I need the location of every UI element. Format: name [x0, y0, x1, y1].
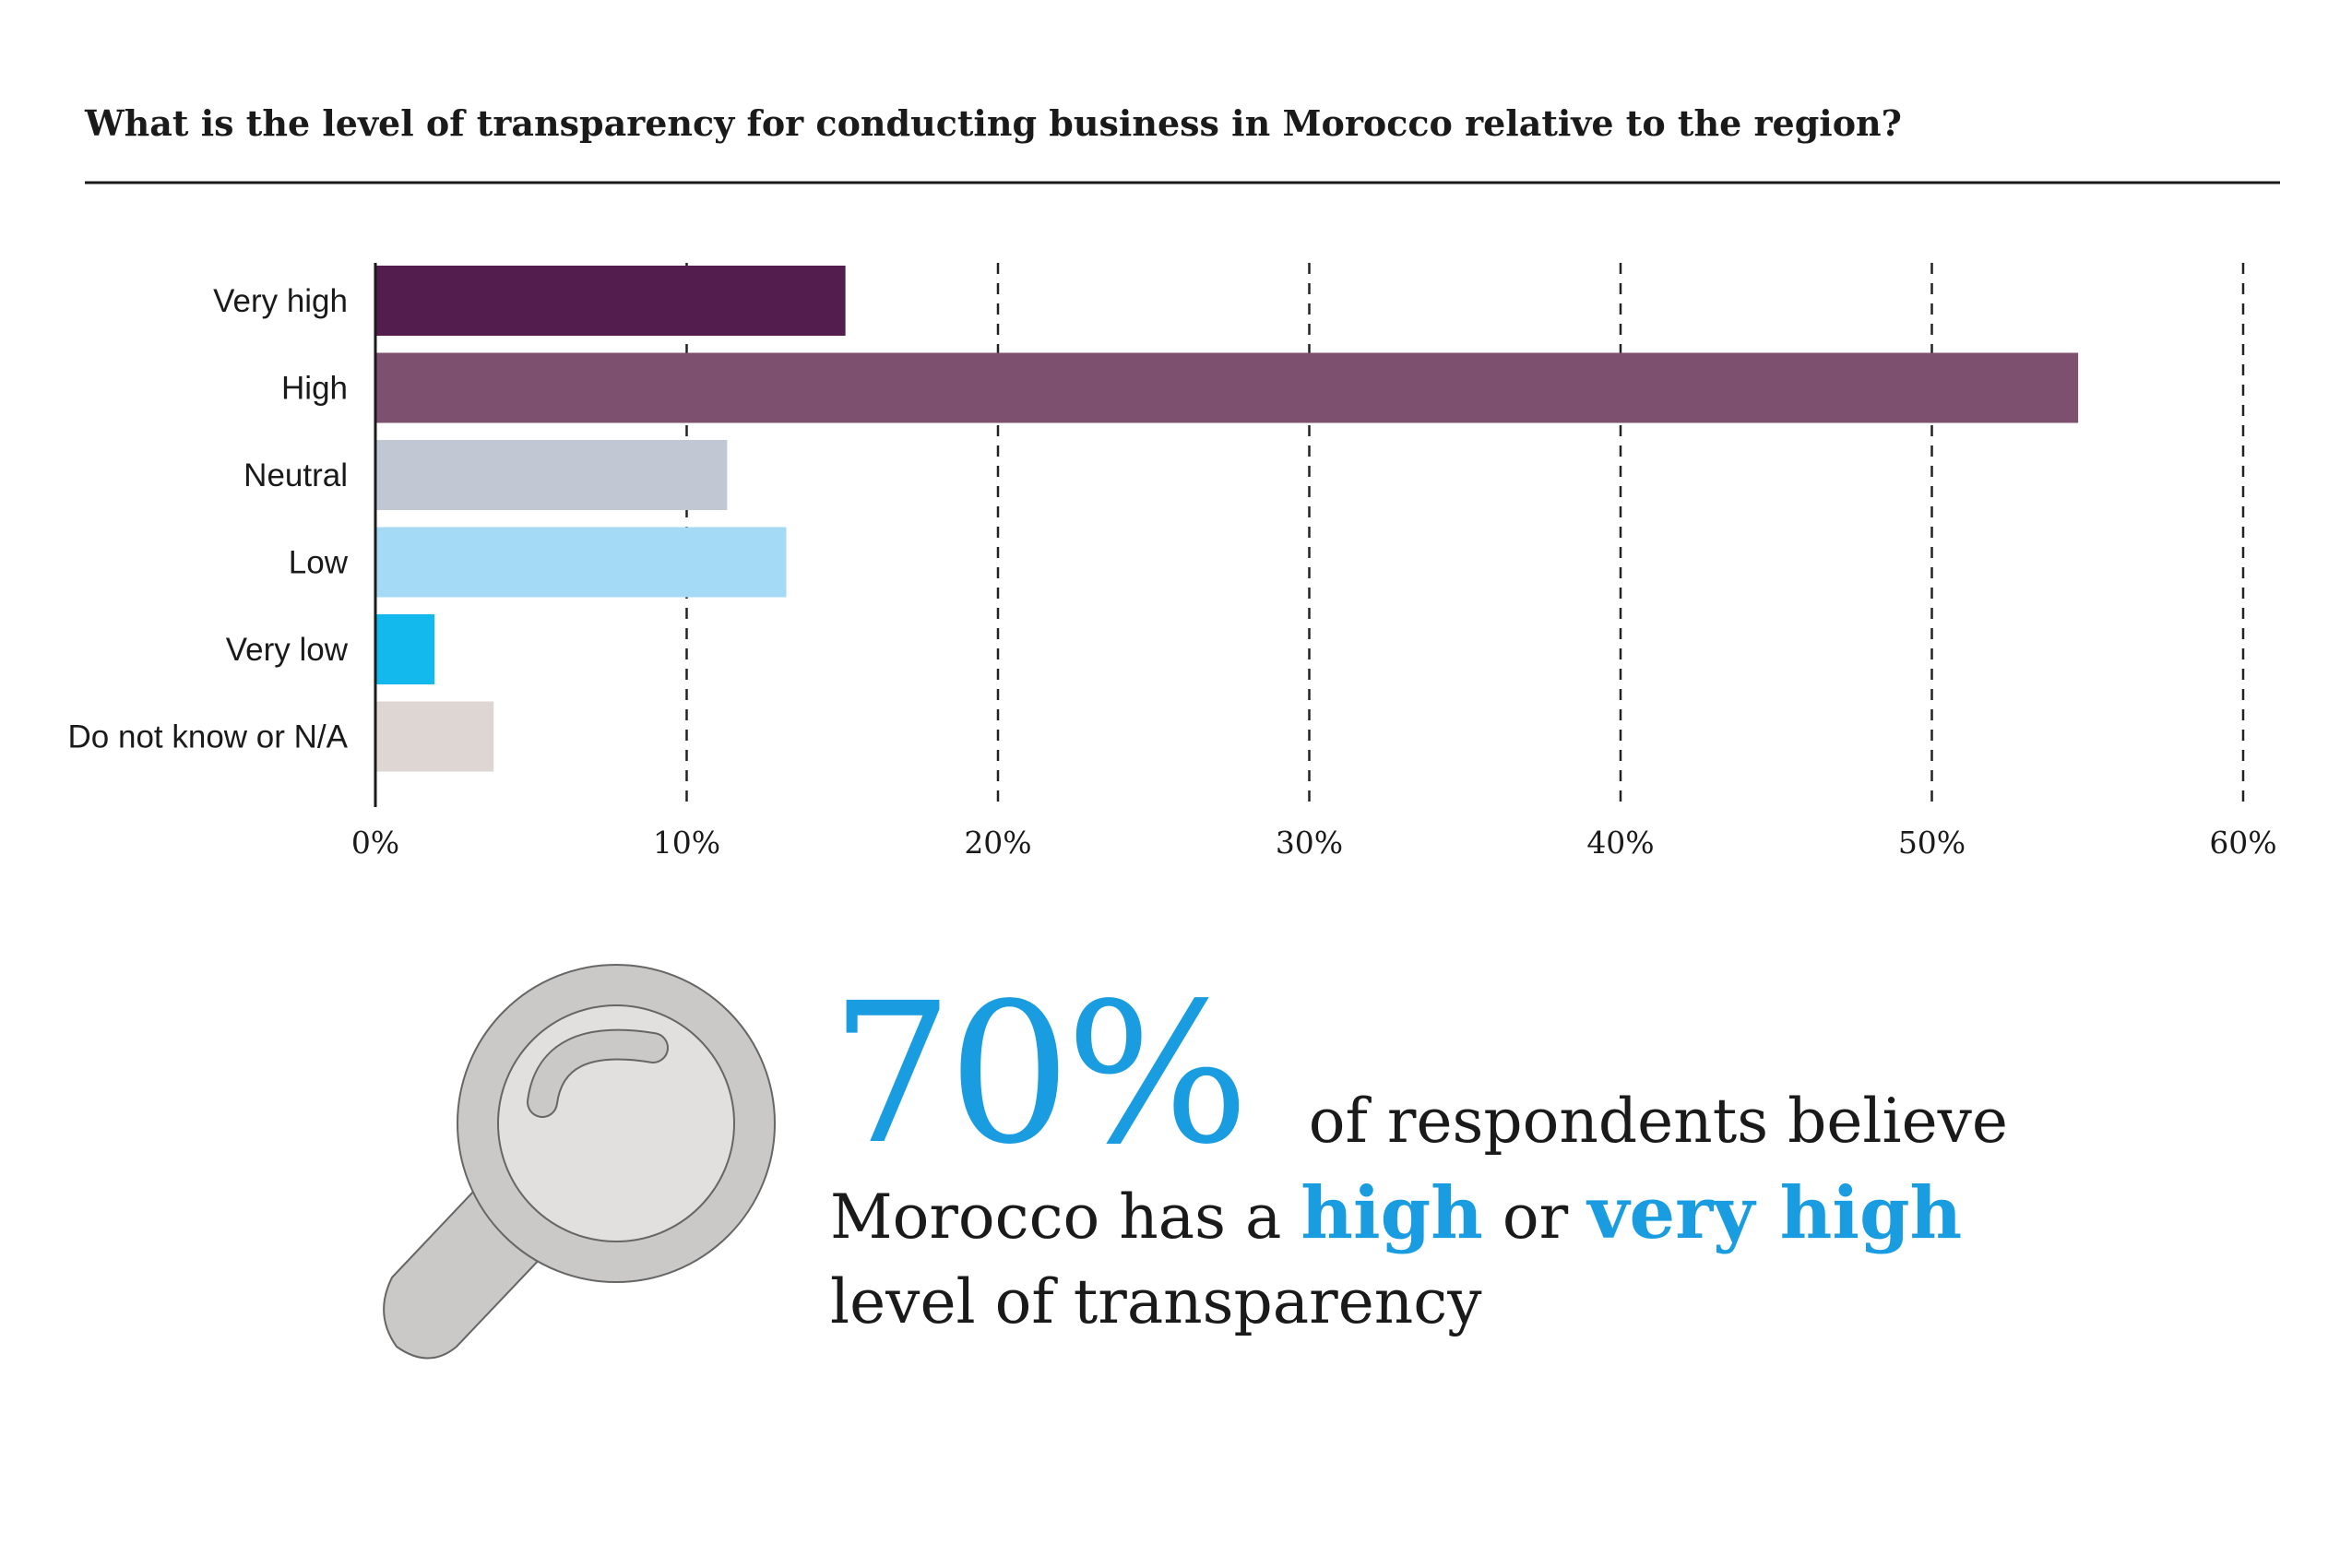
x-tick-label: 40% — [1586, 825, 1654, 861]
category-label: Neutral — [243, 457, 348, 493]
callout-highlight-very-high: very high — [1587, 1171, 1963, 1255]
callout-line1: of respondents believe — [1308, 1086, 2008, 1157]
callout-or: or — [1482, 1182, 1588, 1253]
callout-text: 70% of respondents believe Morocco has a… — [830, 968, 2214, 1345]
callout-highlight-high: high — [1301, 1171, 1483, 1255]
x-tick-label: 10% — [653, 825, 720, 861]
bar — [375, 527, 787, 598]
callout-stat: 70% — [830, 961, 1250, 1187]
bar — [375, 352, 2079, 423]
x-tick-label: 30% — [1276, 825, 1343, 861]
callout-line3: level of transparency — [830, 1266, 1482, 1337]
category-label: Low — [289, 545, 349, 581]
x-tick-label: 0% — [351, 825, 399, 861]
bars — [375, 266, 2079, 772]
category-label: Do not know or N/A — [68, 719, 349, 755]
x-tick-label: 20% — [964, 825, 1031, 861]
bar — [375, 614, 435, 684]
x-tick-label: 50% — [1898, 825, 1966, 861]
bar — [375, 266, 846, 336]
callout-line2-start: Morocco has a — [830, 1182, 1301, 1253]
category-label: High — [281, 371, 348, 407]
magnifying-glass-icon — [383, 964, 776, 1360]
bar — [375, 701, 494, 772]
x-tick-label: 60% — [2209, 825, 2276, 861]
bar — [375, 440, 728, 510]
grid-lines — [685, 263, 2245, 807]
category-labels: Very high High Neutral Low Very low Do not kn… — [68, 283, 349, 755]
chart-title: What is the level of transparency for co… — [84, 102, 1902, 144]
category-label: Very low — [226, 632, 349, 668]
callout-line2: Morocco has a high or very high — [830, 1171, 2214, 1260]
x-axis-ticks: 0% 10% 20% 30% 40% 50% 60% — [351, 825, 2277, 861]
category-label: Very high — [213, 283, 348, 319]
